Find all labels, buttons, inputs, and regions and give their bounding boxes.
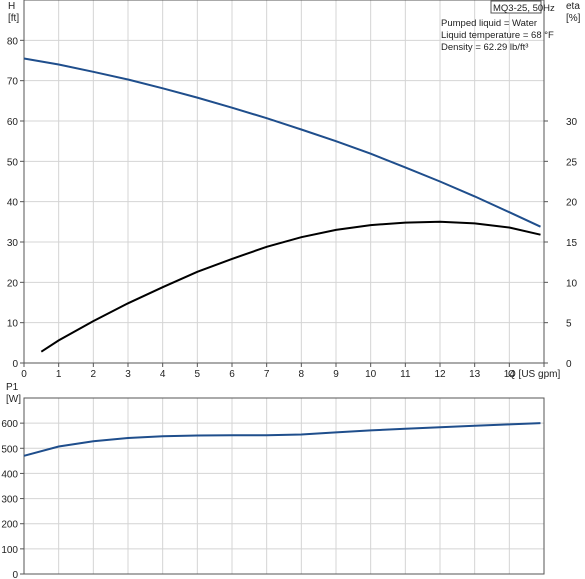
- power-axis-label-line1: P1: [6, 382, 19, 393]
- x-tick-label: 7: [264, 369, 270, 380]
- head-axis-label-line2: [ft]: [8, 13, 19, 24]
- x-tick-label: 14: [504, 369, 516, 380]
- head-curve: [23, 57, 541, 228]
- power-curve: [23, 422, 541, 457]
- efficiency-axis-ticks: 0 5 10 15 20 25 30: [544, 117, 578, 370]
- head-tick-label: 20: [7, 278, 19, 289]
- x-tick-label: 0: [21, 369, 27, 380]
- x-tick-label: 10: [365, 369, 377, 380]
- efficiency-tick-label: 20: [566, 198, 578, 209]
- head-tick-label: 80: [7, 36, 19, 47]
- head-axis-ticks: 0 10 20 30 40 50 60 70 80: [7, 36, 24, 370]
- power-tick-label: 500: [1, 444, 18, 455]
- x-tick-label: 3: [125, 369, 131, 380]
- x-tick-label: 6: [229, 369, 235, 380]
- power-tick-label: 600: [1, 419, 18, 430]
- head-efficiency-plot-frame: [23, 0, 545, 364]
- power-axis-ticks: 0 100 200 300 400 500 600: [1, 419, 24, 579]
- power-tick-label: 200: [1, 520, 18, 531]
- efficiency-tick-label: 0: [566, 359, 572, 370]
- liquid-temperature-text: Liquid temperature = 68 °F: [441, 30, 554, 41]
- head-axis-label-line1: H: [8, 1, 15, 12]
- head-tick-label: 30: [7, 238, 19, 249]
- flow-axis-label: Q [US gpm]: [508, 369, 560, 380]
- x-tick-label: 9: [333, 369, 339, 380]
- x-tick-label: 12: [434, 369, 446, 380]
- power-axis-label-line2: [W]: [6, 394, 21, 405]
- efficiency-tick-label: 15: [566, 238, 578, 249]
- power-tick-label: 100: [1, 545, 18, 556]
- x-tick-label: 4: [160, 369, 166, 380]
- x-tick-label: 13: [469, 369, 481, 380]
- power-tick-label: 0: [12, 570, 18, 579]
- power-tick-label: 400: [1, 469, 18, 480]
- x-tick-label: 8: [299, 369, 305, 380]
- model-label-box: [490, 0, 542, 14]
- head-tick-label: 70: [7, 77, 19, 88]
- x-tick-label: 2: [91, 369, 97, 380]
- head-efficiency-grid: [24, 0, 545, 363]
- power-tick-label: 300: [1, 495, 18, 506]
- power-plot-frame: [23, 397, 545, 575]
- flow-axis-ticks: 0 1 2 3 4 5 6 7 8 9 10 11 12 13 14: [21, 363, 545, 380]
- power-grid: [24, 398, 545, 574]
- density-text: Density = 62.29 lb/ft³: [441, 42, 528, 53]
- x-tick-label: 5: [195, 369, 201, 380]
- head-tick-label: 60: [7, 117, 19, 128]
- efficiency-tick-label: 25: [566, 157, 578, 168]
- head-tick-label: 0: [12, 359, 18, 370]
- head-tick-label: 50: [7, 157, 19, 168]
- model-label: MQ3-25, 50Hz: [493, 3, 555, 14]
- x-tick-label: 1: [56, 369, 62, 380]
- efficiency-curve: [40, 220, 541, 353]
- head-tick-label: 40: [7, 198, 19, 209]
- efficiency-tick-label: 30: [566, 117, 578, 128]
- efficiency-tick-label: 5: [566, 319, 572, 330]
- efficiency-axis-label-line1: eta: [566, 1, 580, 12]
- head-tick-label: 10: [7, 319, 19, 330]
- efficiency-tick-label: 10: [566, 278, 578, 289]
- x-tick-label: 11: [400, 369, 411, 380]
- pumped-liquid-text: Pumped liquid = Water: [441, 18, 537, 29]
- efficiency-axis-label-line2: [%]: [566, 13, 581, 24]
